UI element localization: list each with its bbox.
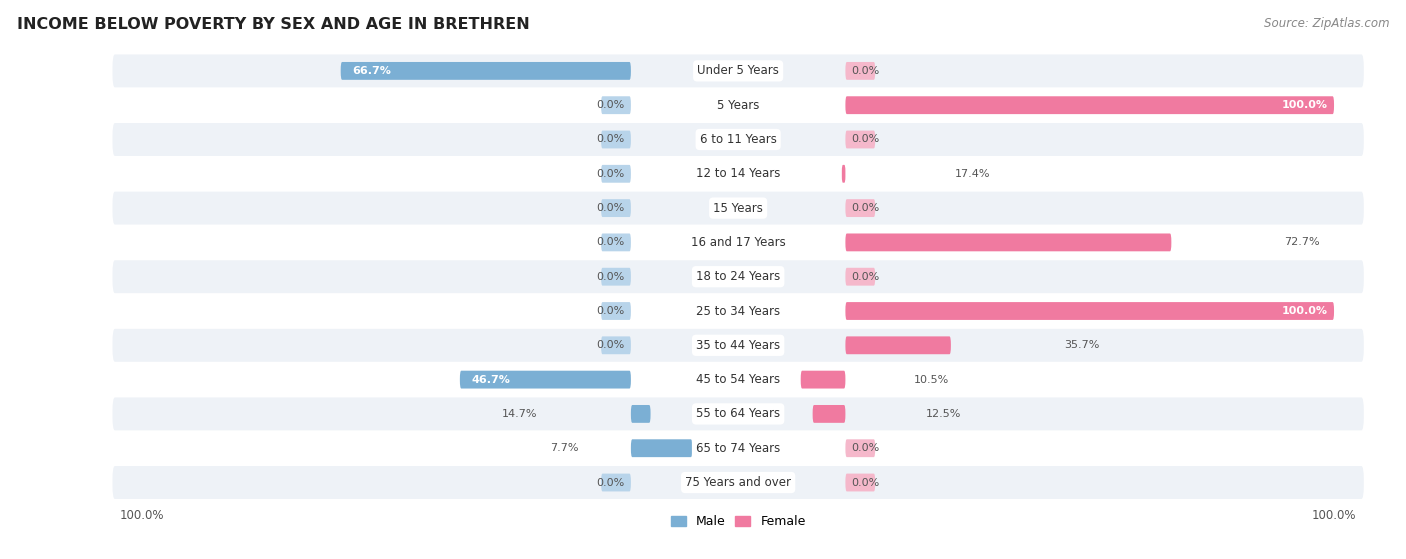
Text: 0.0%: 0.0% — [596, 203, 624, 213]
Text: 10.5%: 10.5% — [914, 375, 949, 385]
FancyBboxPatch shape — [602, 337, 631, 354]
FancyBboxPatch shape — [602, 165, 631, 183]
Text: 0.0%: 0.0% — [852, 443, 880, 453]
Text: 16 and 17 Years: 16 and 17 Years — [690, 236, 786, 249]
Text: 18 to 24 Years: 18 to 24 Years — [696, 270, 780, 283]
FancyBboxPatch shape — [845, 96, 1334, 114]
Text: 14.7%: 14.7% — [502, 409, 537, 419]
FancyBboxPatch shape — [112, 397, 1364, 430]
FancyBboxPatch shape — [112, 123, 1364, 156]
FancyBboxPatch shape — [112, 192, 1364, 225]
FancyBboxPatch shape — [602, 473, 631, 491]
Text: 35.7%: 35.7% — [1064, 340, 1099, 350]
FancyBboxPatch shape — [112, 260, 1364, 293]
FancyBboxPatch shape — [845, 337, 950, 354]
Text: 0.0%: 0.0% — [596, 169, 624, 179]
FancyBboxPatch shape — [602, 131, 631, 148]
Text: 66.7%: 66.7% — [353, 66, 391, 76]
FancyBboxPatch shape — [813, 405, 845, 423]
Text: INCOME BELOW POVERTY BY SEX AND AGE IN BRETHREN: INCOME BELOW POVERTY BY SEX AND AGE IN B… — [17, 17, 530, 32]
Legend: Male, Female: Male, Female — [665, 510, 811, 533]
FancyBboxPatch shape — [845, 473, 875, 491]
Text: 0.0%: 0.0% — [596, 135, 624, 144]
FancyBboxPatch shape — [845, 439, 875, 457]
Text: 12.5%: 12.5% — [927, 409, 962, 419]
FancyBboxPatch shape — [112, 89, 1364, 122]
FancyBboxPatch shape — [112, 157, 1364, 190]
Text: 0.0%: 0.0% — [852, 477, 880, 487]
FancyBboxPatch shape — [602, 268, 631, 286]
FancyBboxPatch shape — [602, 96, 631, 114]
Text: Under 5 Years: Under 5 Years — [697, 64, 779, 77]
FancyBboxPatch shape — [602, 302, 631, 320]
Text: Source: ZipAtlas.com: Source: ZipAtlas.com — [1264, 17, 1389, 30]
FancyBboxPatch shape — [112, 432, 1364, 465]
Text: 0.0%: 0.0% — [596, 272, 624, 282]
Text: 65 to 74 Years: 65 to 74 Years — [696, 442, 780, 454]
Text: 100.0%: 100.0% — [1282, 306, 1329, 316]
FancyBboxPatch shape — [845, 234, 1171, 252]
FancyBboxPatch shape — [340, 62, 631, 80]
Text: 55 to 64 Years: 55 to 64 Years — [696, 408, 780, 420]
FancyBboxPatch shape — [845, 268, 875, 286]
Text: 35 to 44 Years: 35 to 44 Years — [696, 339, 780, 352]
FancyBboxPatch shape — [460, 371, 631, 389]
Text: 0.0%: 0.0% — [596, 100, 624, 110]
FancyBboxPatch shape — [845, 199, 875, 217]
Text: 0.0%: 0.0% — [596, 306, 624, 316]
Text: 45 to 54 Years: 45 to 54 Years — [696, 373, 780, 386]
FancyBboxPatch shape — [845, 62, 875, 80]
Text: 0.0%: 0.0% — [852, 66, 880, 76]
FancyBboxPatch shape — [112, 295, 1364, 328]
Text: 0.0%: 0.0% — [596, 340, 624, 350]
FancyBboxPatch shape — [801, 371, 845, 389]
Text: 46.7%: 46.7% — [472, 375, 510, 385]
Text: 100.0%: 100.0% — [1282, 100, 1329, 110]
FancyBboxPatch shape — [112, 363, 1364, 396]
FancyBboxPatch shape — [112, 54, 1364, 87]
FancyBboxPatch shape — [112, 226, 1364, 259]
FancyBboxPatch shape — [631, 439, 692, 457]
Text: 5 Years: 5 Years — [717, 99, 759, 112]
Text: 0.0%: 0.0% — [852, 135, 880, 144]
FancyBboxPatch shape — [842, 165, 845, 183]
Text: 0.0%: 0.0% — [852, 272, 880, 282]
Text: 12 to 14 Years: 12 to 14 Years — [696, 167, 780, 181]
FancyBboxPatch shape — [112, 329, 1364, 362]
Text: 25 to 34 Years: 25 to 34 Years — [696, 305, 780, 318]
FancyBboxPatch shape — [845, 131, 875, 148]
FancyBboxPatch shape — [845, 302, 1334, 320]
Text: 17.4%: 17.4% — [955, 169, 991, 179]
FancyBboxPatch shape — [631, 405, 651, 423]
Text: 0.0%: 0.0% — [596, 477, 624, 487]
Text: 7.7%: 7.7% — [551, 443, 579, 453]
Text: 15 Years: 15 Years — [713, 202, 763, 215]
FancyBboxPatch shape — [112, 466, 1364, 499]
Text: 0.0%: 0.0% — [852, 203, 880, 213]
Text: 72.7%: 72.7% — [1285, 238, 1320, 248]
Text: 6 to 11 Years: 6 to 11 Years — [700, 133, 776, 146]
FancyBboxPatch shape — [602, 234, 631, 252]
Text: 0.0%: 0.0% — [596, 238, 624, 248]
FancyBboxPatch shape — [602, 199, 631, 217]
Text: 75 Years and over: 75 Years and over — [685, 476, 792, 489]
